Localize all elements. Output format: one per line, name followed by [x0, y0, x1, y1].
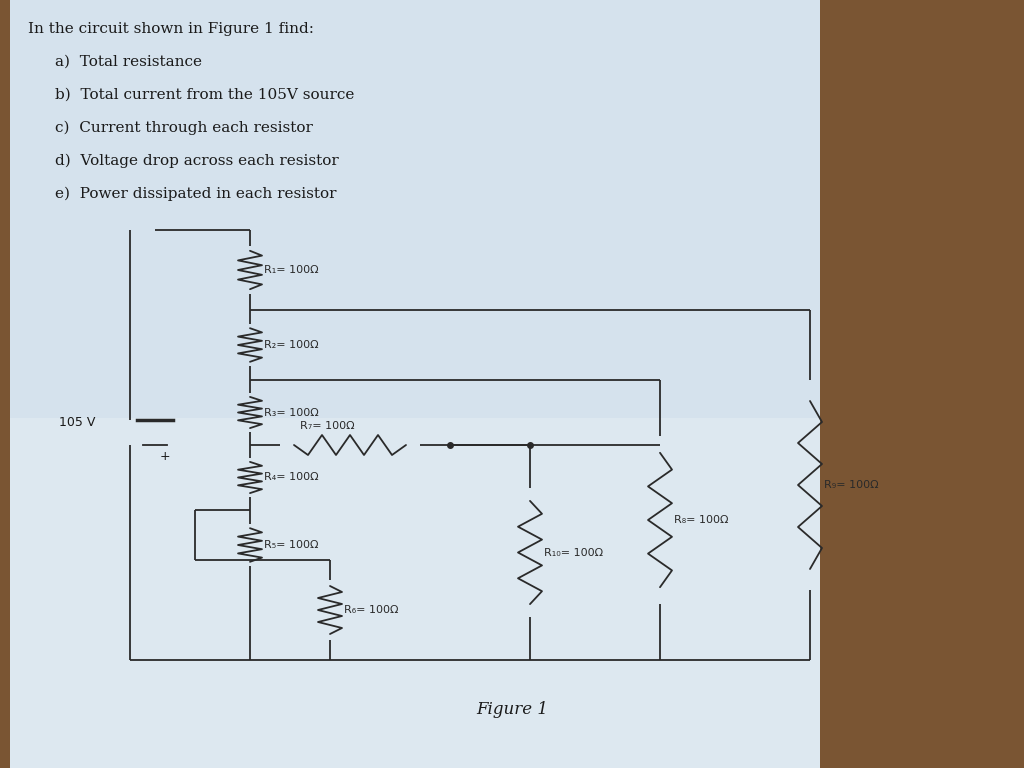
Text: R₅= 100Ω: R₅= 100Ω: [264, 540, 318, 550]
Polygon shape: [10, 0, 820, 768]
Text: e)  Power dissipated in each resistor: e) Power dissipated in each resistor: [55, 187, 337, 201]
Text: R₂= 100Ω: R₂= 100Ω: [264, 340, 318, 350]
Text: R₃= 100Ω: R₃= 100Ω: [264, 408, 318, 418]
Text: R₉= 100Ω: R₉= 100Ω: [824, 480, 879, 490]
Text: R₈= 100Ω: R₈= 100Ω: [674, 515, 728, 525]
Text: R₇= 100Ω: R₇= 100Ω: [300, 421, 354, 431]
Text: Figure 1: Figure 1: [476, 701, 548, 719]
Text: In the circuit shown in Figure 1 find:: In the circuit shown in Figure 1 find:: [28, 22, 314, 36]
Text: +: +: [160, 451, 171, 464]
Text: R₄= 100Ω: R₄= 100Ω: [264, 472, 318, 482]
Polygon shape: [10, 0, 820, 418]
Text: R₁₀= 100Ω: R₁₀= 100Ω: [544, 548, 603, 558]
Text: c)  Current through each resistor: c) Current through each resistor: [55, 121, 313, 135]
Text: R₆= 100Ω: R₆= 100Ω: [344, 605, 398, 615]
Text: R₁= 100Ω: R₁= 100Ω: [264, 265, 318, 275]
Text: a)  Total resistance: a) Total resistance: [55, 55, 202, 69]
Text: d)  Voltage drop across each resistor: d) Voltage drop across each resistor: [55, 154, 339, 168]
Text: 105 V: 105 V: [58, 415, 95, 429]
Text: b)  Total current from the 105V source: b) Total current from the 105V source: [55, 88, 354, 102]
